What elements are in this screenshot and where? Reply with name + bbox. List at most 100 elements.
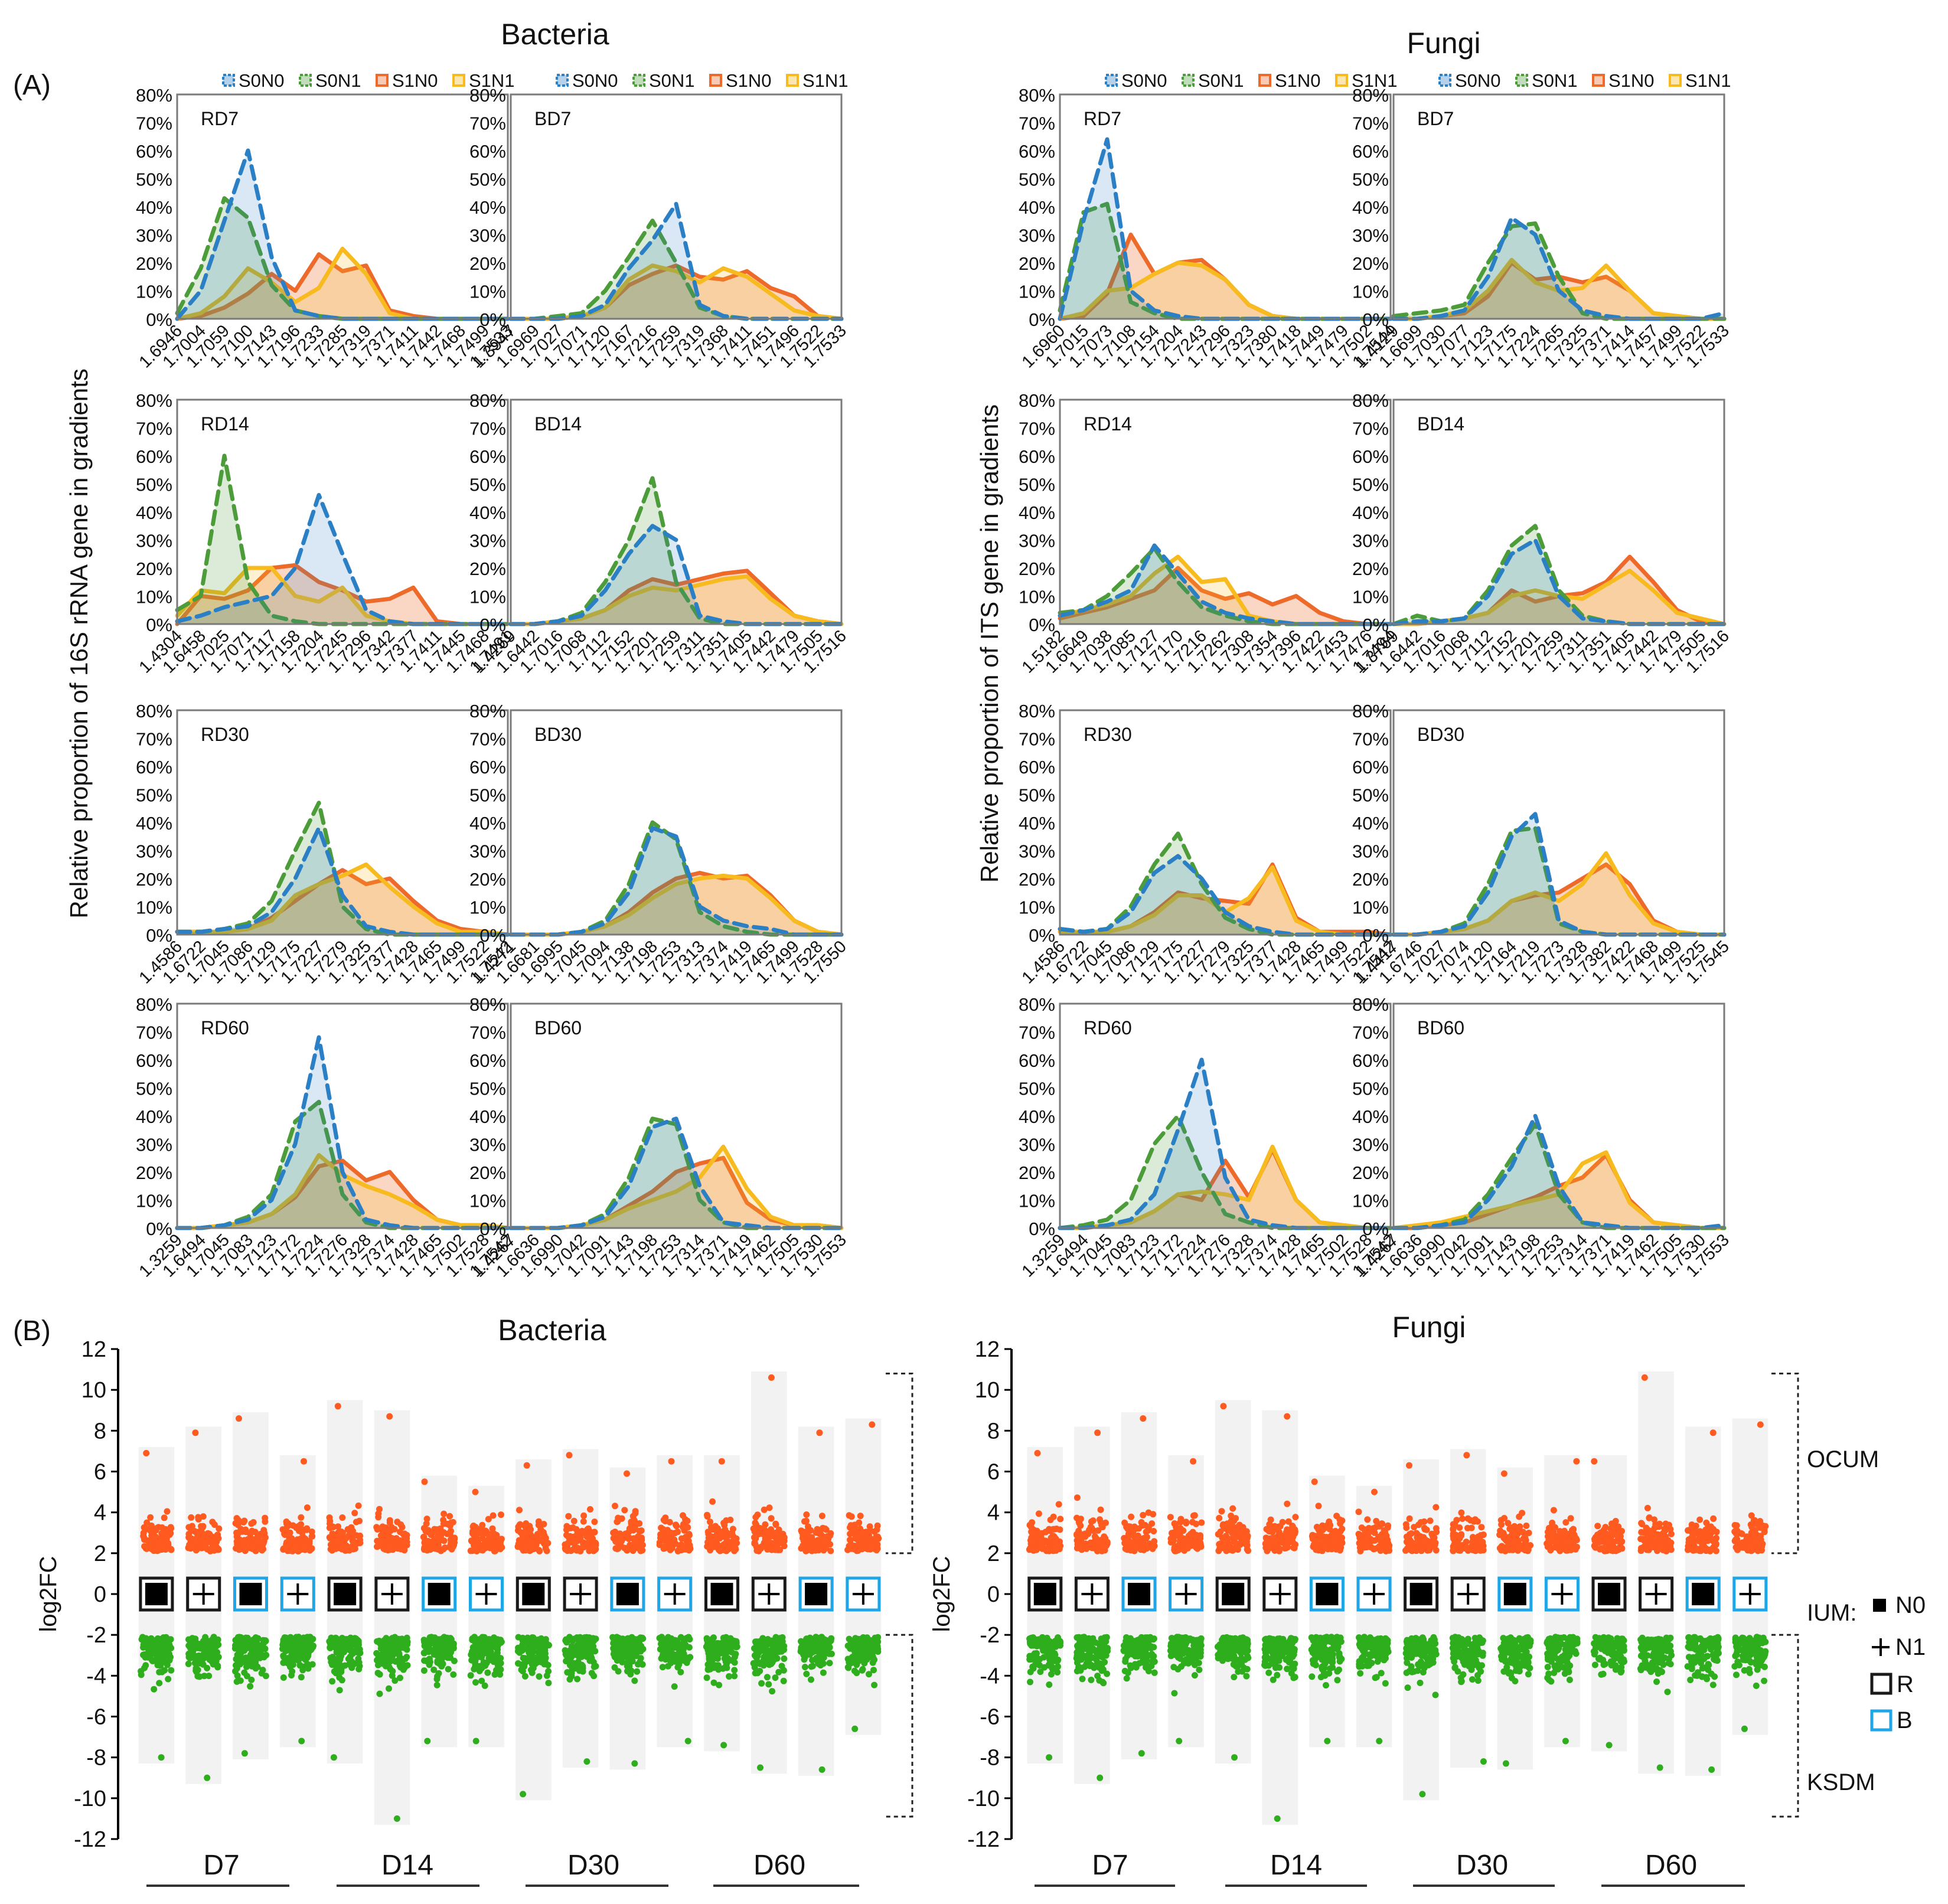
column-background [609,1467,646,1770]
ocum-point [813,1529,820,1536]
ksdm-point [801,1664,808,1671]
y-tick-label: 20% [1019,253,1055,274]
ocum-point [519,1532,526,1539]
chart-label: RD30 [1084,724,1132,745]
ocum-point [449,1518,456,1526]
column-background [1262,1410,1298,1825]
ksdm-point [772,1674,779,1681]
ksdm-point [355,1659,363,1666]
ocum-point [472,1488,479,1495]
ksdm-point [386,1685,392,1692]
area-chart-bacteria-bd60: 0%10%20%30%40%50%60%70%80%BD601.42671.66… [469,994,850,1281]
area-chart-bacteria-rd60: 0%10%20%30%40%50%60%70%80%RD601.32591.64… [136,994,517,1281]
ocum-point [373,1524,380,1531]
ocum-point [677,1543,684,1550]
ksdm-point [289,1661,296,1668]
y-tick-label: 40% [469,813,506,834]
ksdm-point [1197,1635,1205,1642]
day-label: D14 [381,1850,433,1881]
y-tick-label: 20% [469,869,506,890]
ksdm-point [562,1651,569,1658]
ocum-point [631,1517,638,1524]
ksdm-point [1134,1641,1141,1648]
ocum-point [185,1524,192,1531]
ocum-point [253,1541,260,1548]
ocum-point [1177,1518,1184,1526]
legend-label: S0N1 [649,70,695,91]
ocum-point [195,1531,202,1538]
series-area-s1n0 [1060,864,1391,935]
ocum-point [164,1508,171,1515]
ocum-point [661,1543,668,1550]
plot-frame [176,709,509,936]
chart-label: RD14 [1084,413,1132,435]
ksdm-point [433,1681,440,1689]
ocum-point [403,1531,410,1539]
ocum-point [425,1539,432,1546]
ocum-point [446,1513,453,1520]
ksdm-point [330,1754,337,1761]
series-area-s0n1 [1060,834,1391,935]
ocum-point [357,1540,364,1546]
legend-item-s1n1: S1N1 [452,70,515,91]
legend-swatch [632,74,645,87]
ocum-point [1171,1520,1178,1527]
ocum-point [1244,1542,1251,1549]
ksdm-point [1073,1668,1081,1674]
plot-frame [176,93,509,320]
y-tick-label: 80% [1019,390,1055,411]
ocum-point [1095,1527,1102,1534]
ksdm-point [1027,1635,1035,1641]
ksdm-point [845,1664,852,1671]
ksdm-point [1215,1655,1222,1661]
chart-label: BD14 [534,413,582,435]
ksdm-point [387,1654,394,1660]
y-tick-label: 60% [1352,757,1389,778]
ocum-point [350,1546,357,1553]
ksdm-point [685,1634,692,1641]
column-background [374,1410,410,1825]
ksdm-point [233,1662,239,1669]
plot-frame [1059,93,1392,320]
ocum-point [1145,1509,1152,1516]
ksdm-point [710,1679,717,1686]
ocum-point [616,1534,624,1541]
ocum-point [686,1542,693,1549]
ksdm-point [821,1651,828,1658]
column-background [751,1371,787,1774]
ocum-point [589,1543,596,1550]
ksdm-point [629,1654,636,1661]
series-area-s0n0 [1394,1116,1724,1228]
ksdm-point [566,1661,573,1668]
y-tick-label: 0% [1362,615,1389,635]
ocum-point [379,1535,386,1542]
ocum-point [1188,1533,1195,1540]
y-tick-label: -2 [980,1623,1000,1648]
area-chart-fungi-rd14: 0%10%20%30%40%50%60%70%80%RD141.51821.66… [1019,390,1399,677]
plot-frame [1059,1002,1392,1229]
ksdm-point [809,1647,816,1654]
ksdm-point [866,1671,872,1678]
y-tick-label: 70% [1352,1023,1389,1043]
ium-n0-fill [1033,1583,1056,1605]
ocum-point [818,1513,825,1520]
legend-n1-label: N1 [1895,1634,1926,1660]
ksdm-point [533,1637,539,1644]
ksdm-point [826,1660,833,1667]
ksdm-point [472,1657,479,1664]
legend-swatch [376,74,389,87]
ocum-point [304,1504,311,1511]
series-area-s1n1 [1394,853,1724,935]
series-area-s0n0 [1060,546,1391,624]
ocum-point [153,1534,160,1541]
series-line-s0n0 [1391,812,1727,937]
ocum-point [753,1543,760,1550]
series-area-s0n1 [511,822,841,935]
ocum-point [1216,1541,1223,1548]
ksdm-point [619,1635,626,1642]
ocum-point [528,1541,535,1548]
ocum-point [570,1545,577,1552]
ksdm-point [1241,1647,1248,1654]
ocum-point [725,1532,732,1539]
